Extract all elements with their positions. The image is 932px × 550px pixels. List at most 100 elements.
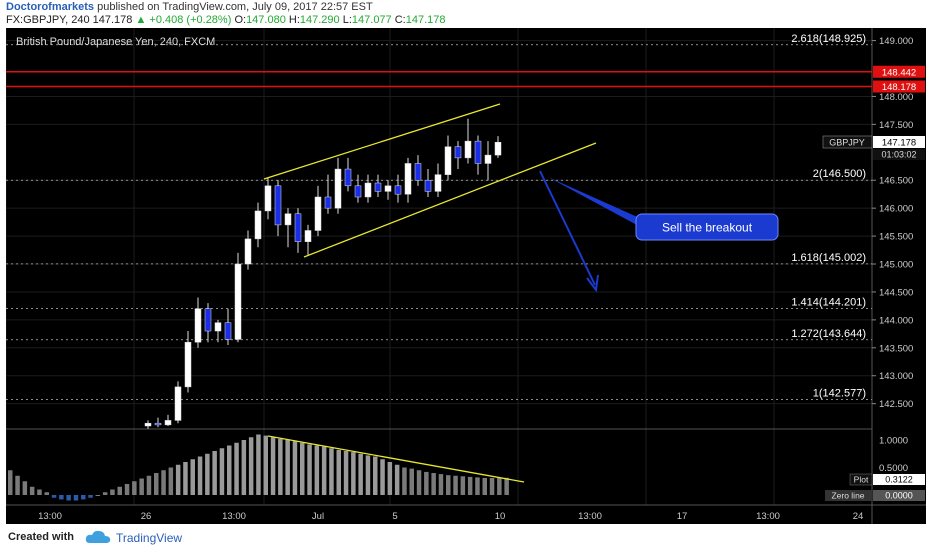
price-tick-7: 144.500: [879, 287, 913, 298]
osc-bar-16: [124, 484, 130, 495]
osc-bar-48: [358, 453, 363, 495]
osc-bar-26: [197, 456, 203, 495]
oscillator-bars: [8, 434, 509, 501]
high-value: 147.290: [299, 14, 340, 26]
time-tick-4: 5: [392, 511, 397, 522]
price-tick-10: 143.000: [879, 371, 913, 382]
price-axis[interactable]: [872, 28, 926, 524]
osc-bar-60: [446, 475, 451, 495]
candle-body-22: [364, 182, 372, 198]
channel-upper-line[interactable]: [263, 103, 501, 180]
osc-bar-37: [278, 438, 283, 495]
divergence-line[interactable]: [267, 435, 525, 483]
last-price-tag: [873, 136, 925, 148]
created-with-label: Created with: [8, 531, 75, 543]
candle-body-5: [194, 308, 202, 343]
time-tick-2: 13:00: [222, 511, 246, 522]
high-label: H:: [288, 14, 300, 26]
annotation-text: Sell the breakout: [662, 221, 753, 235]
time-tick-3: Jul: [312, 511, 324, 522]
osc-bar-9: [73, 495, 79, 501]
osc-bar-35: [263, 435, 268, 495]
osc-bar-1: [15, 475, 20, 495]
annotation-callout[interactable]: [635, 213, 779, 241]
candle-body-3: [174, 386, 182, 421]
open-label: O:: [234, 14, 247, 26]
osc-bar-64: [475, 477, 480, 495]
osc-bar-23: [175, 464, 181, 495]
osc-bar-4: [37, 489, 42, 495]
time-tick-8: 13:00: [756, 511, 780, 522]
price-tick-8: 144.000: [879, 315, 913, 326]
candle-body-26: [404, 163, 412, 195]
candle-body-11: [254, 210, 262, 240]
osc-tick-0: 1.0000: [879, 436, 908, 447]
last-price-tag-label: 147.178: [882, 138, 916, 149]
quote-line: FX:GBPJPY, 240 147.178 ▲ +0.408 (+0.28%)…: [6, 14, 446, 26]
osc-bar-33: [248, 437, 254, 495]
candle-body-31: [454, 146, 462, 159]
plot-label: Plot: [854, 475, 869, 485]
osc-bar-68: [504, 477, 509, 495]
chart-background: [6, 28, 926, 524]
osc-bar-50: [373, 456, 378, 495]
osc-bar-39: [292, 441, 298, 495]
forecast-arrow-line[interactable]: [539, 170, 596, 286]
zero-line-label: Zero line: [831, 491, 864, 501]
up-arrow-icon: ▲: [135, 14, 147, 26]
plot-value-tag: [873, 474, 925, 485]
osc-bar-14: [110, 489, 115, 495]
osc-bar-57: [424, 471, 429, 495]
close-label: C:: [394, 14, 406, 26]
candle-body-10: [244, 238, 252, 265]
time-tick-6: 13:00: [578, 511, 602, 522]
fib-label-0: 2.618(148.925): [791, 33, 866, 45]
osc-bar-46: [343, 451, 349, 495]
symbol-label: FX:GBPJPY, 240: [6, 14, 90, 26]
osc-bar-38: [285, 440, 290, 495]
osc-bar-40: [300, 442, 305, 495]
channel-lower-line[interactable]: [303, 142, 597, 258]
osc-bar-53: [394, 464, 400, 495]
candle-body-9: [234, 263, 242, 340]
fib-label-4: 1.272(143.644): [791, 328, 866, 340]
osc-bar-56: [416, 470, 422, 495]
osc-bar-66: [489, 477, 495, 495]
candle-body-35: [494, 141, 502, 156]
osc-axis-ticks: 1.0000 0.5000: [879, 436, 908, 475]
last-price: 147.178: [92, 14, 133, 26]
candle-body-17: [314, 196, 322, 231]
tradingview-brand[interactable]: TradingView: [116, 531, 183, 545]
candle-body-25: [394, 185, 402, 195]
osc-bar-42: [314, 445, 320, 495]
osc-bar-20: [154, 473, 159, 495]
candle-body-21: [354, 185, 362, 198]
candle-body-30: [444, 146, 452, 175]
zero-value-tag: [873, 490, 925, 501]
chart-canvas[interactable]: 2.618(148.925) 2(146.500) 1.618(145.002) 1.…: [6, 28, 926, 524]
osc-bar-12: [95, 495, 101, 496]
fib-label-2: 1.618(145.002): [791, 252, 866, 264]
osc-bar-6: [51, 495, 57, 498]
arrow-head-icon: [586, 274, 599, 293]
osc-bar-62: [460, 476, 466, 495]
resistance-levels: 148.442 148.178: [6, 65, 925, 93]
author-link[interactable]: Doctorofmarkets: [6, 1, 95, 13]
osc-bar-30: [227, 445, 232, 495]
tradingview-cloud-icon: [85, 530, 111, 543]
low-label: L:: [342, 14, 352, 26]
price-axis-ticks: 149.000 148.000 147.500 146.500 146.000 145.5…: [872, 36, 913, 410]
osc-bar-34: [256, 434, 261, 495]
candle-body-8: [224, 322, 232, 340]
osc-bar-54: [402, 467, 407, 495]
candle-body-15: [294, 213, 302, 242]
low-value: 147.077: [351, 14, 392, 26]
osc-bar-52: [387, 462, 393, 495]
osc-bar-21: [161, 470, 166, 495]
fib-label-1: 2(146.500): [813, 168, 866, 180]
price-tick-11: 142.500: [879, 399, 913, 410]
plot-tag: [849, 473, 873, 486]
osc-bar-5: [44, 492, 49, 495]
candle-body-28: [424, 179, 432, 192]
resistance-price-1: 148.178: [882, 82, 916, 93]
